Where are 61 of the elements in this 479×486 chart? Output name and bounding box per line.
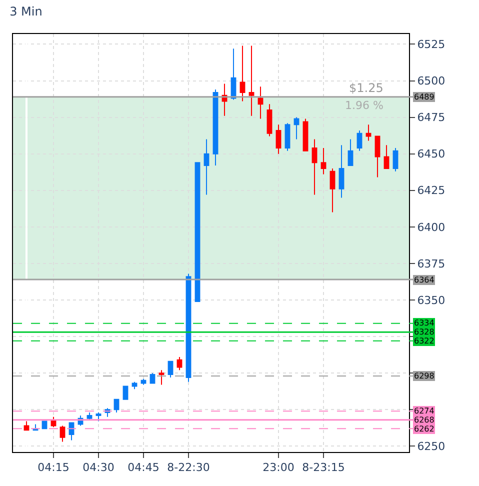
candlestick <box>258 86 264 120</box>
y-tick-label: 6350 <box>417 294 446 307</box>
x-tick-label: 23:00 <box>262 461 294 474</box>
ref-line-label: 6364 <box>414 276 434 284</box>
candlestick <box>24 420 30 431</box>
candlestick <box>374 136 380 178</box>
candlestick <box>356 130 362 152</box>
ref-line-label: 6268 <box>414 416 434 424</box>
y-tick-label: 6525 <box>417 38 446 52</box>
ref-line-label: 6334 <box>414 318 434 328</box>
candlestick <box>330 168 336 213</box>
candlestick <box>276 124 282 154</box>
ref-line-label: 6274 <box>414 406 434 416</box>
candlestick <box>186 273 192 382</box>
ref-line-label: 6328 <box>414 328 434 336</box>
ref-line-label: 6489 <box>414 92 434 102</box>
candlestick <box>348 138 354 166</box>
x-tick-label: 04:15 <box>38 461 70 474</box>
x-tick-label: 04:30 <box>82 461 114 474</box>
ref-line-label: 6322 <box>414 336 434 346</box>
x-tick-label: 8-22:30 <box>167 461 210 474</box>
candlestick <box>150 372 156 384</box>
y-tick-label: 6250 <box>417 440 446 453</box>
chart-title: 3 Min <box>10 4 42 19</box>
x-tick-label: 8-23:15 <box>302 461 345 474</box>
y-tick-label: 6425 <box>417 184 446 198</box>
candlestick <box>392 148 398 172</box>
candlestick <box>96 412 102 422</box>
candlestick <box>60 425 66 442</box>
y-tick-label: 6400 <box>417 220 446 234</box>
candlestick <box>140 378 146 386</box>
candlestick <box>312 138 318 196</box>
candlestick <box>158 370 164 386</box>
candlestick <box>176 356 182 371</box>
candlestick <box>320 148 326 175</box>
candlestick <box>302 118 308 152</box>
candlestick <box>266 104 272 137</box>
candlestick <box>338 144 344 198</box>
annotation: 1.96 % <box>345 99 384 112</box>
candlestick <box>212 89 218 166</box>
x-tick-label: 04:45 <box>128 461 160 474</box>
candlestick <box>248 45 254 116</box>
candlestick <box>384 144 390 169</box>
y-tick-label: 6375 <box>417 257 446 270</box>
candlestick <box>194 162 200 302</box>
candlestick <box>284 122 290 152</box>
candlestick <box>86 412 92 420</box>
y-tick-label: 6475 <box>417 111 446 124</box>
ref-line-label: 6262 <box>414 424 434 434</box>
candlestick <box>294 116 300 140</box>
y-tick-label: 6450 <box>417 148 446 161</box>
band-label: $1.25 <box>349 81 384 95</box>
y-tick-label: 6500 <box>417 74 446 88</box>
ref-line-label: 6298 <box>414 372 434 380</box>
candlestick <box>240 45 246 102</box>
candlestick <box>204 138 210 196</box>
candlestick <box>230 48 236 100</box>
candlestick <box>366 124 372 142</box>
candlestick <box>122 386 128 400</box>
candlestick <box>168 360 174 378</box>
candlestick <box>114 398 120 414</box>
